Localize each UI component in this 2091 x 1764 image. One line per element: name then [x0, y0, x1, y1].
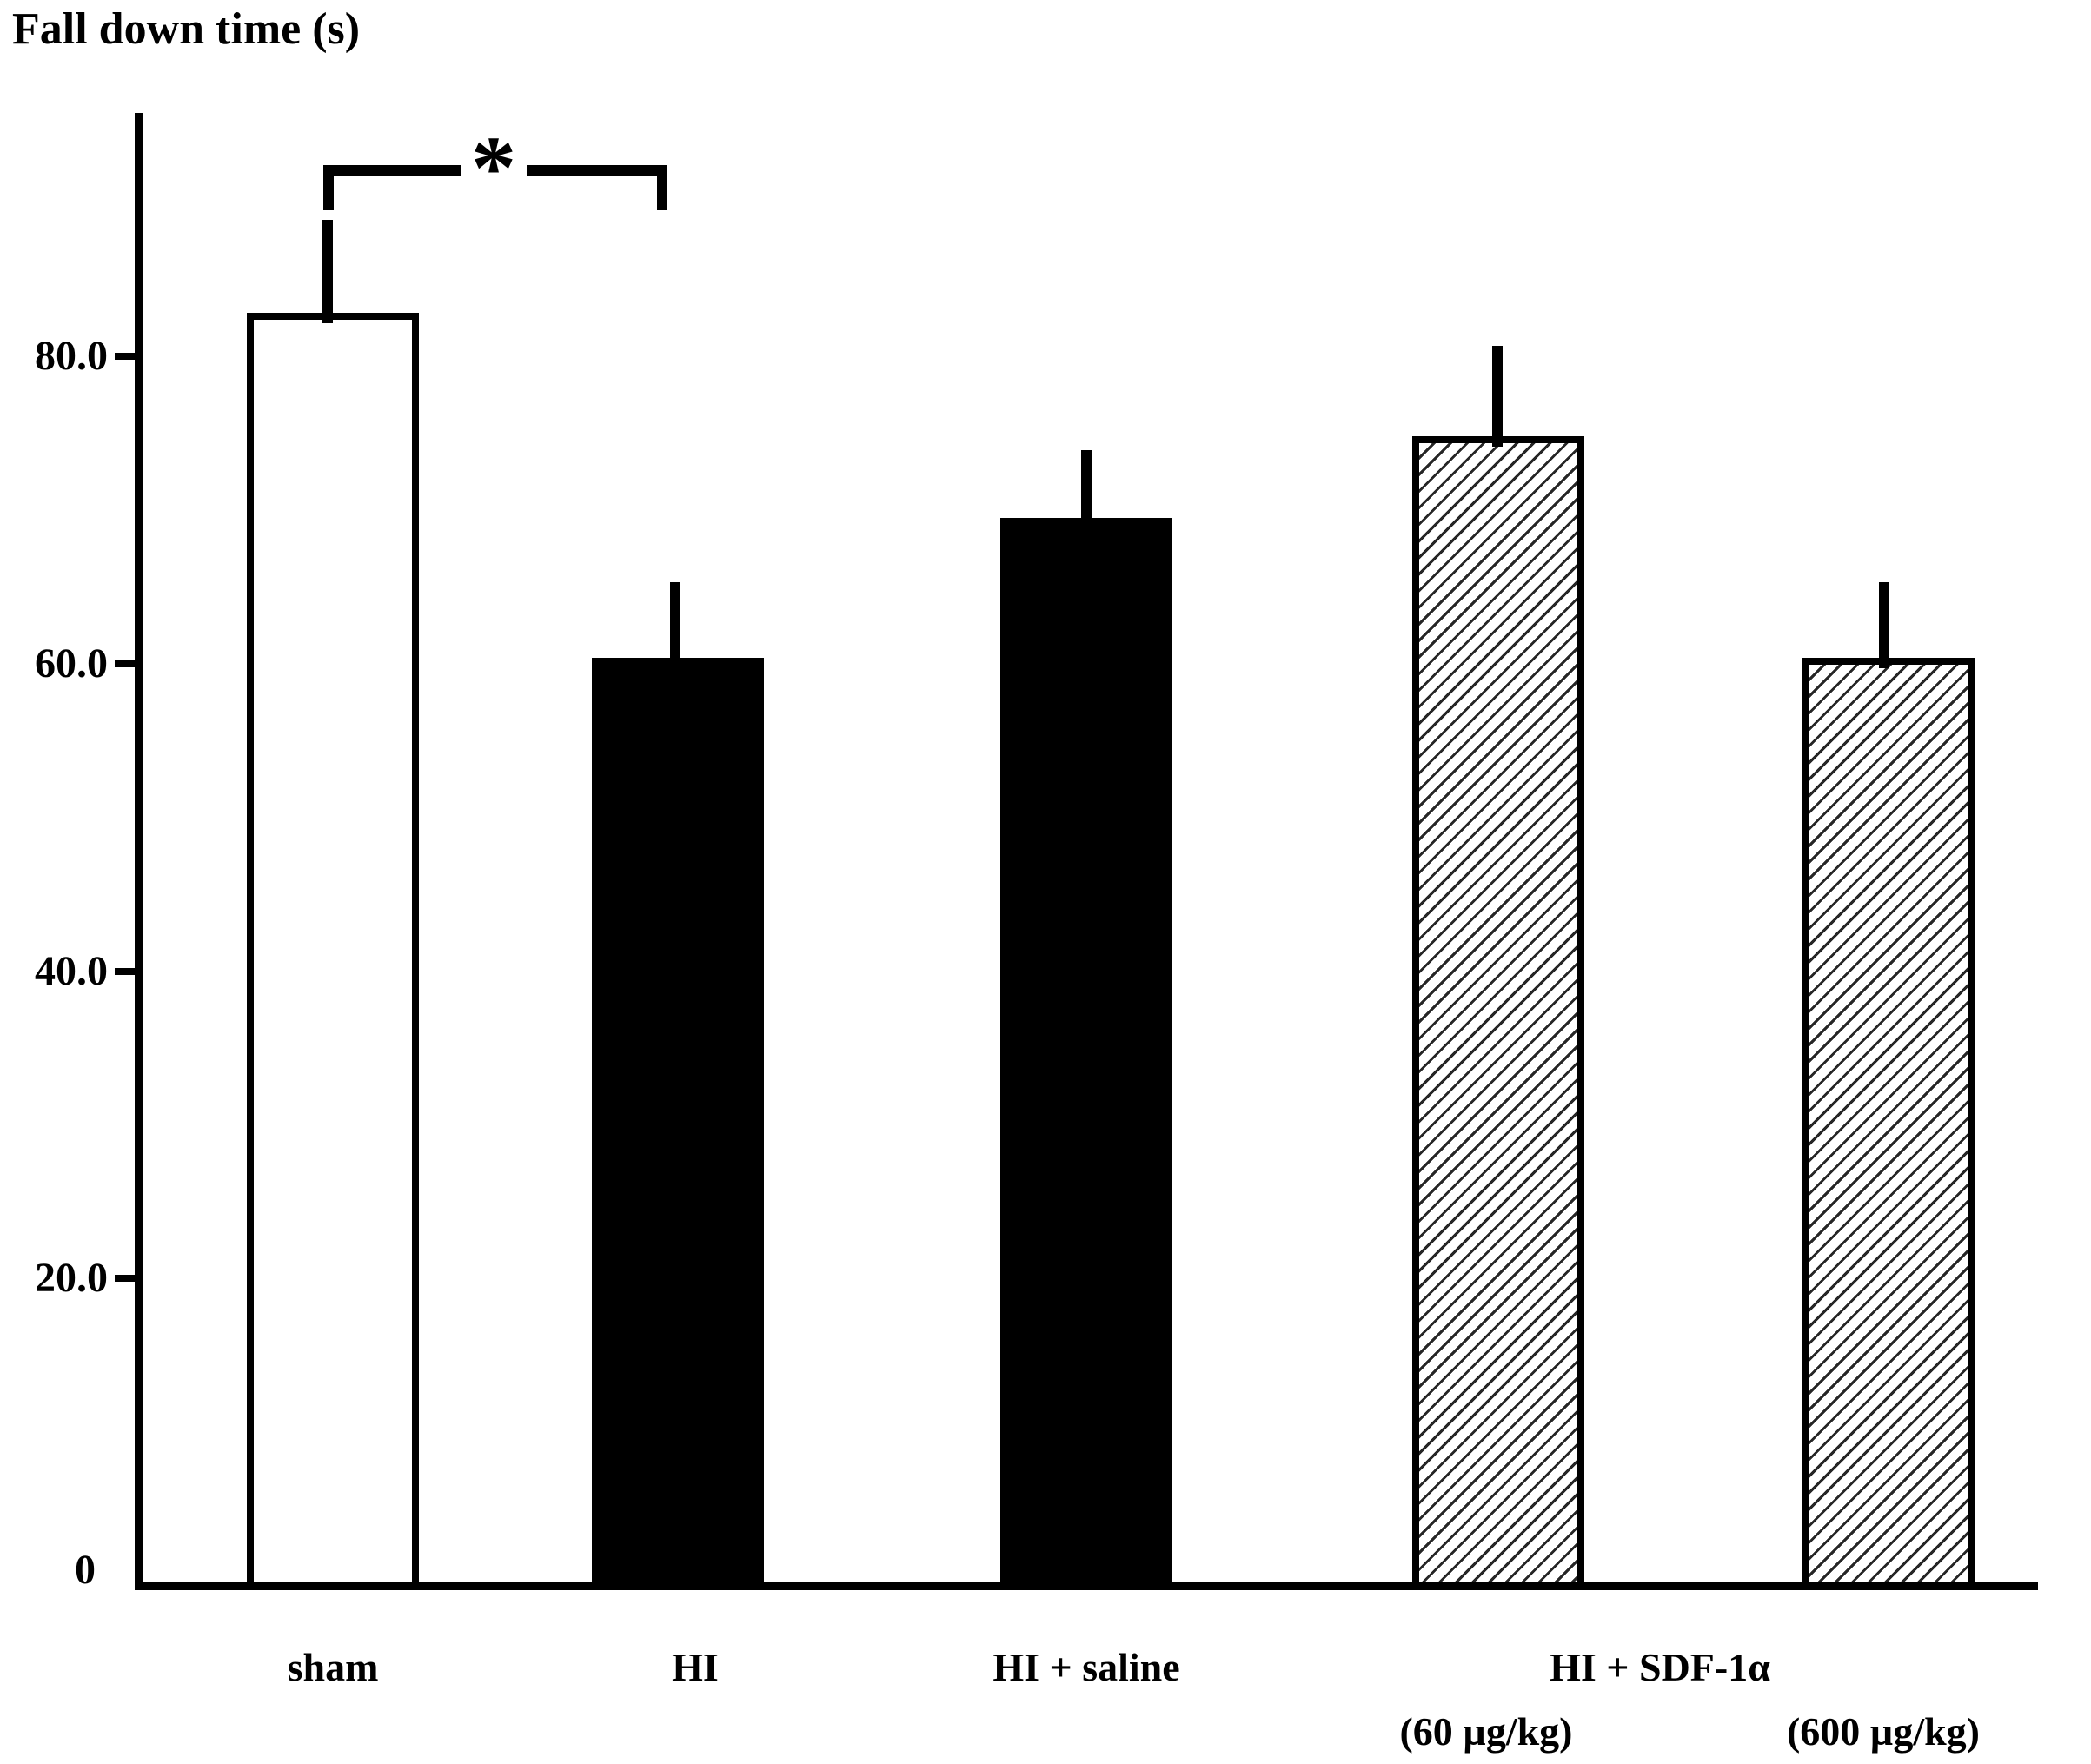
y-axis-line: [135, 113, 143, 1590]
error-bar: [670, 582, 680, 668]
x-label-hi: HI: [672, 1645, 719, 1689]
y-axis-tick: [115, 967, 139, 975]
significance-bracket-left-segment: [323, 165, 461, 176]
bar-hi-sdf-1-600-g-kg-: [1802, 657, 1975, 1589]
significance-bracket-left-tick: [323, 165, 334, 210]
error-bar: [322, 219, 333, 324]
y-axis-tick: [115, 353, 139, 360]
significance-bracket-right-tick: [657, 165, 667, 210]
x-label-hi-saline: HI + saline: [992, 1645, 1180, 1689]
x-label-dose-1: (600 µg/kg): [1786, 1709, 1981, 1754]
x-label-hi-sdf-1-: HI + SDF-1α: [1550, 1645, 1770, 1689]
y-tick-label: 20.0: [35, 1255, 108, 1302]
bar-hi: [592, 657, 764, 1589]
bar-sham: [247, 313, 419, 1589]
error-bar: [1879, 582, 1889, 668]
significance-bracket-right-segment: [527, 165, 667, 176]
y-tick-label: 40.0: [35, 947, 108, 994]
x-label-dose-0: (60 µg/kg): [1399, 1709, 1573, 1754]
chart-title: Fall down time (s): [12, 4, 361, 54]
bar-hi-sdf-1-60-g-kg-: [1412, 435, 1584, 1589]
y-tick-label: 60.0: [35, 640, 108, 686]
x-label-sham: sham: [287, 1645, 379, 1689]
y-tick-label: 0: [75, 1547, 96, 1593]
significance-asterisk: *: [471, 118, 516, 218]
y-tick-label: 80.0: [35, 333, 108, 379]
y-axis-tick: [115, 1275, 139, 1283]
error-bar: [1081, 449, 1092, 528]
error-bar: [1492, 345, 1503, 447]
bar-hi-saline: [1000, 517, 1172, 1589]
y-axis-tick: [115, 660, 139, 667]
